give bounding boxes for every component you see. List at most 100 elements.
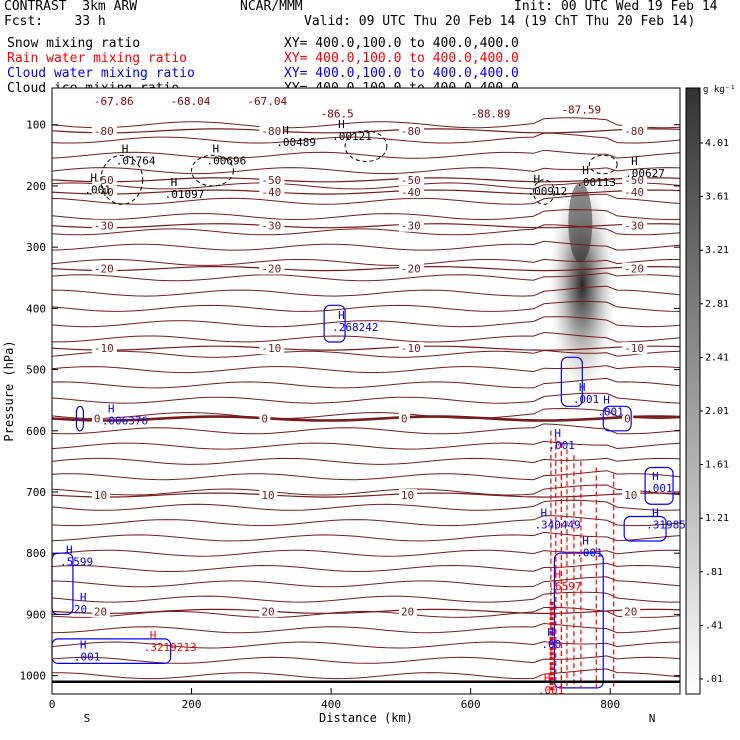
isotherm-line xyxy=(51,149,681,159)
max-value-label: .00489 xyxy=(276,136,316,149)
max-value-label: .001 xyxy=(74,650,101,663)
plot-area: -80 -80 -80 -80-50 -50 -50 -50-40 -40 -40 -40-30-… xyxy=(2,87,692,725)
isotherm-line xyxy=(51,377,681,389)
max-marker: H xyxy=(90,171,97,184)
contour-label-bg xyxy=(398,173,424,186)
field-name-rain: Rain water mixing ratio xyxy=(7,51,188,66)
x-axis-title: Distance (km) xyxy=(319,711,413,725)
isotherm-line xyxy=(51,349,681,358)
y-tick-label: 600 xyxy=(26,425,46,438)
isotherm-line xyxy=(51,576,681,588)
theta-label: -88.89 xyxy=(471,107,511,120)
colorbar-label: 2.81 xyxy=(705,299,729,310)
max-marker: H xyxy=(122,143,129,156)
max-marker: H xyxy=(533,173,540,186)
plot-frame xyxy=(51,87,681,695)
isotherm-line xyxy=(51,365,681,374)
temperature-contour xyxy=(51,492,681,498)
temperature-contour xyxy=(51,608,681,615)
temperature-contour-label: 0 xyxy=(401,413,408,426)
temperature-contour-label: -80 xyxy=(261,125,281,138)
colorbar-label: .41 xyxy=(705,620,723,631)
colorbar-label: 2.01 xyxy=(705,406,729,417)
y-tick-label: 900 xyxy=(26,608,46,621)
contour-label-bg xyxy=(398,412,410,425)
temperature-contour xyxy=(51,177,681,183)
max-value-label: .319859 xyxy=(646,519,692,532)
contour-label-bg xyxy=(91,412,103,425)
field-name-snow: Snow mixing ratio xyxy=(7,36,141,51)
temperature-contour-label: -30 xyxy=(401,220,421,233)
colorbar-label: 1.21 xyxy=(705,513,729,524)
temperature-contour xyxy=(51,266,681,272)
temperature-contour-label: 10 xyxy=(624,489,637,502)
colorbar: 4.01 3.61 3.21 2.81 2.41 2.01 1.61 1.21 .81 .41 .0… xyxy=(685,85,736,695)
contour-label-bg xyxy=(622,124,648,137)
x-end-label-left: S xyxy=(84,712,91,725)
contour-label-bg xyxy=(622,342,648,355)
contour-label-bg xyxy=(622,412,634,425)
contour-label-bg xyxy=(398,124,424,137)
isotherm-line xyxy=(51,549,681,557)
max-value-label: 20 xyxy=(74,603,87,616)
org-title: NCAR/MMM xyxy=(240,0,303,14)
temperature-contour-label: -30 xyxy=(261,220,281,233)
isotherm-line xyxy=(51,655,681,664)
cloud-water-contour xyxy=(644,466,674,505)
isotherm-line xyxy=(51,515,681,527)
max-marker: H xyxy=(652,470,659,483)
temperature-contour-label: -50 xyxy=(401,174,421,187)
isotherm-line xyxy=(51,258,680,266)
temperature-contour-label: 0 xyxy=(624,413,631,426)
isotherm-line xyxy=(51,591,680,603)
isotherm-line xyxy=(51,499,681,511)
temperature-contour xyxy=(51,415,681,422)
isotherm-line xyxy=(51,562,681,573)
x-tick-label: 0 xyxy=(49,698,56,711)
max-marker: H xyxy=(554,427,561,440)
field-name-cloud-water: Cloud water mixing ratio xyxy=(7,66,195,81)
y-tick-label: 200 xyxy=(26,180,46,193)
isotherm-line xyxy=(51,179,681,190)
cloud-water-contour xyxy=(323,304,346,343)
y-tick-label: 700 xyxy=(26,486,46,499)
contour-label-bg xyxy=(91,262,117,275)
theta-label: -67.04 xyxy=(247,95,287,108)
isotherm-line xyxy=(51,392,681,404)
temperature-contour xyxy=(51,128,681,134)
isotherm-line xyxy=(51,193,681,205)
max-value-label: .00912 xyxy=(527,185,567,198)
max-marker: H xyxy=(579,381,586,394)
colorbar-label: 4.01 xyxy=(705,138,729,149)
y-tick-label: 100 xyxy=(26,119,46,132)
temperature-contour-label: -20 xyxy=(624,263,644,276)
isotherm-line xyxy=(51,470,681,481)
contour-label-bg xyxy=(622,219,648,232)
max-value-label: .00 xyxy=(541,638,561,651)
max-value-label: .001 xyxy=(646,482,673,495)
temperature-contour-label: -40 xyxy=(624,186,644,199)
max-value-label: .001 xyxy=(548,439,575,452)
max-value-label: .00627 xyxy=(625,167,665,180)
x-tick-label: 400 xyxy=(321,698,341,711)
colorbar-units: g kg⁻¹ xyxy=(703,85,736,95)
temperature-contour-label: -20 xyxy=(261,263,281,276)
y-tick-label: 1000 xyxy=(20,670,47,683)
contour-label-bg xyxy=(259,605,278,618)
max-value-label: .00696 xyxy=(206,155,246,168)
temperature-contour-label: -30 xyxy=(624,220,644,233)
colorbar-label: .81 xyxy=(705,567,723,578)
max-value-label: .268242 xyxy=(332,321,378,334)
temperature-contour-label: -10 xyxy=(94,342,114,355)
temperature-contour-label: -40 xyxy=(401,186,421,199)
temperature-contour-label: 10 xyxy=(261,489,274,502)
max-value-label: .340449 xyxy=(534,519,580,532)
x-tick-label: 800 xyxy=(600,698,620,711)
x-end-label-right: N xyxy=(649,712,656,725)
max-value-label: .001 xyxy=(538,684,565,697)
field-xy-cloud-water: XY= 400.0,100.0 to 400.0,400.0 xyxy=(284,66,519,81)
temperature-contour-label: -50 xyxy=(261,174,281,187)
max-marker: H xyxy=(547,626,554,639)
contour-label-bg xyxy=(398,262,424,275)
